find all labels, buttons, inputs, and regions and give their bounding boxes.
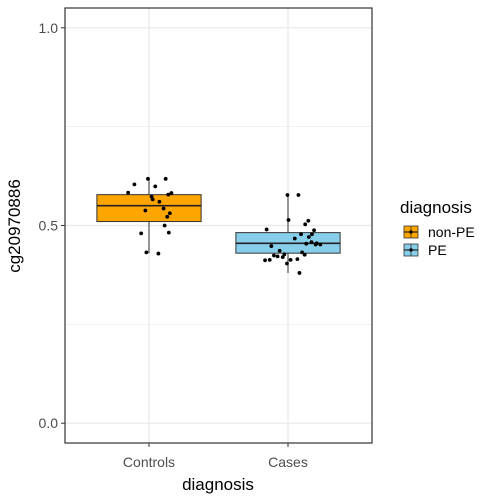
y-tick-label: 0.0 <box>39 415 59 431</box>
legend-item-non-pe: non-PE <box>403 224 475 240</box>
x-tick-label: Controls <box>123 454 175 470</box>
y-tick-label: 1.0 <box>39 20 59 36</box>
data-point <box>269 244 274 248</box>
data-point <box>167 211 172 216</box>
data-point <box>165 214 170 219</box>
y-axis-title: cg20970886 <box>5 179 24 273</box>
legend-label: non-PE <box>428 224 475 240</box>
data-point <box>146 176 150 181</box>
data-point <box>150 197 155 202</box>
data-point <box>126 190 131 195</box>
y-tick-label: 0.5 <box>39 218 59 234</box>
data-point <box>264 227 269 232</box>
data-point <box>166 230 171 235</box>
data-point <box>157 199 162 204</box>
data-point <box>272 253 276 258</box>
data-point <box>286 218 291 222</box>
data-point <box>306 218 311 223</box>
grid-lines <box>65 8 372 443</box>
data-point <box>306 235 311 239</box>
data-point <box>163 176 168 181</box>
data-points <box>126 176 323 275</box>
legend-key-point <box>409 248 413 252</box>
data-point <box>309 240 314 245</box>
data-point <box>296 193 301 197</box>
data-point <box>310 232 314 237</box>
x-axis-title: diagnosis <box>182 475 254 494</box>
data-point <box>300 250 304 255</box>
x-tick-label: Cases <box>268 454 308 470</box>
data-point <box>153 184 158 189</box>
data-point <box>169 191 174 195</box>
legend-title: diagnosis <box>400 198 472 217</box>
data-point <box>299 232 303 237</box>
data-point <box>132 182 137 187</box>
axes: 0.0 0.5 1.0 Controls Cases <box>39 20 308 470</box>
data-point <box>267 258 272 262</box>
legend-label: PE <box>428 242 447 258</box>
data-point <box>162 223 167 228</box>
legend-key-point <box>409 230 413 234</box>
data-point <box>304 241 309 246</box>
data-point <box>313 242 318 247</box>
data-point <box>297 271 302 275</box>
whiskers <box>148 178 289 273</box>
data-point <box>285 193 290 197</box>
data-point <box>143 208 148 213</box>
data-point <box>285 261 289 266</box>
legend: diagnosis non-PE PE <box>400 198 475 258</box>
data-point <box>166 192 171 197</box>
boxes <box>96 194 341 254</box>
data-point <box>288 258 293 262</box>
data-point <box>282 252 287 257</box>
data-point <box>161 206 166 211</box>
data-point <box>295 257 300 262</box>
legend-item-pe: PE <box>403 242 447 258</box>
data-point <box>156 251 161 256</box>
data-point <box>275 254 280 259</box>
box-non-pe <box>96 194 202 223</box>
data-point <box>318 242 323 247</box>
data-point <box>303 222 308 227</box>
data-point <box>302 252 307 257</box>
data-point <box>263 258 267 263</box>
data-point <box>277 248 282 253</box>
data-point <box>292 236 297 241</box>
data-point <box>312 228 316 233</box>
data-point <box>144 250 149 255</box>
data-point <box>139 231 144 236</box>
data-point <box>280 255 285 260</box>
